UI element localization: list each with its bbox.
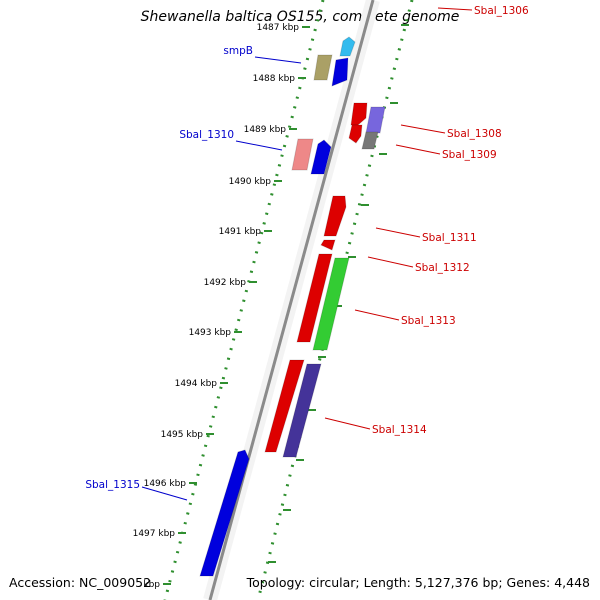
- label-leader-line: [141, 486, 188, 501]
- tick-label: 1494 kbp: [175, 379, 218, 389]
- gene-feature: [348, 124, 363, 144]
- label-leader-line: [375, 227, 421, 238]
- label-leader-line: [324, 417, 371, 430]
- gene-feature: [323, 195, 347, 237]
- label-leader-line: [354, 309, 400, 321]
- tick-label: 1497 kbp: [133, 529, 176, 539]
- gene-label[interactable]: smpB: [223, 45, 253, 57]
- gene-feature: [339, 36, 356, 57]
- gene-feature: [291, 138, 314, 171]
- tick-label: 1493 kbp: [189, 328, 232, 338]
- gene-feature: [199, 449, 250, 577]
- gene-label[interactable]: Sbal_1309: [442, 149, 497, 161]
- gene-label[interactable]: Sbal_1313: [401, 315, 456, 327]
- label-leader-line: [395, 144, 441, 155]
- label-leaders: [141, 7, 473, 501]
- label-leader-line: [235, 140, 283, 151]
- tick-label: 1492 kbp: [204, 278, 247, 288]
- tick-label: 1496 kbp: [144, 479, 187, 489]
- tick-label: 1488 kbp: [253, 74, 296, 84]
- gene-label[interactable]: Sbal_1312: [415, 262, 470, 274]
- tick-label: 1491 kbp: [219, 227, 262, 237]
- gene-labels: Sbal_1306 smpB Sbal_1308 Sbal_1309 Sbal_1310…: [85, 5, 529, 491]
- gene-feature: [296, 253, 333, 343]
- gene-feature: [361, 131, 379, 150]
- label-leader-line: [400, 124, 446, 134]
- tick-label: 1490 kbp: [229, 177, 272, 187]
- gene-feature: [310, 139, 332, 175]
- tick-label: 1487 kbp: [257, 23, 300, 33]
- tick-marks: 1487 kbp 1488 kbp 1489 kbp 1490 kbp 1491 kbp…: [133, 23, 409, 590]
- gene-feature: [365, 106, 386, 134]
- map-title: Shewanella baltica OS155, complete genom…: [140, 9, 460, 25]
- gene-label[interactable]: Sbal_1308: [447, 128, 502, 140]
- gene-label[interactable]: Sbal_1311: [422, 232, 477, 244]
- gene-feature: [350, 102, 368, 126]
- gene-feature: [312, 257, 350, 351]
- label-leader-line: [437, 7, 473, 11]
- tick-label: 1495 kbp: [161, 430, 204, 440]
- genome-backbone: [208, 0, 375, 600]
- left-tick-track: [163, 0, 325, 600]
- tick-label: kbp: [143, 580, 160, 590]
- topology-text: Topology: circular; Length: 5,127,376 bp…: [246, 575, 590, 590]
- gene-feature: [313, 54, 333, 81]
- gene-label[interactable]: Sbal_1315: [85, 479, 140, 491]
- tick-label: 1489 kbp: [244, 125, 287, 135]
- label-leader-line: [367, 256, 414, 268]
- gene-label[interactable]: Sbal_1310: [179, 129, 234, 141]
- gene-feature: [320, 239, 336, 251]
- gene-feature: [264, 359, 305, 453]
- gene-features: [199, 36, 386, 577]
- label-leader-line: [254, 56, 302, 64]
- gene-label[interactable]: Sbal_1314: [372, 424, 427, 436]
- gene-feature: [282, 363, 322, 458]
- gene-feature: [331, 57, 349, 87]
- accession-text: Accession: NC_009052: [9, 575, 152, 590]
- gene-label[interactable]: Sbal_1306: [474, 5, 529, 17]
